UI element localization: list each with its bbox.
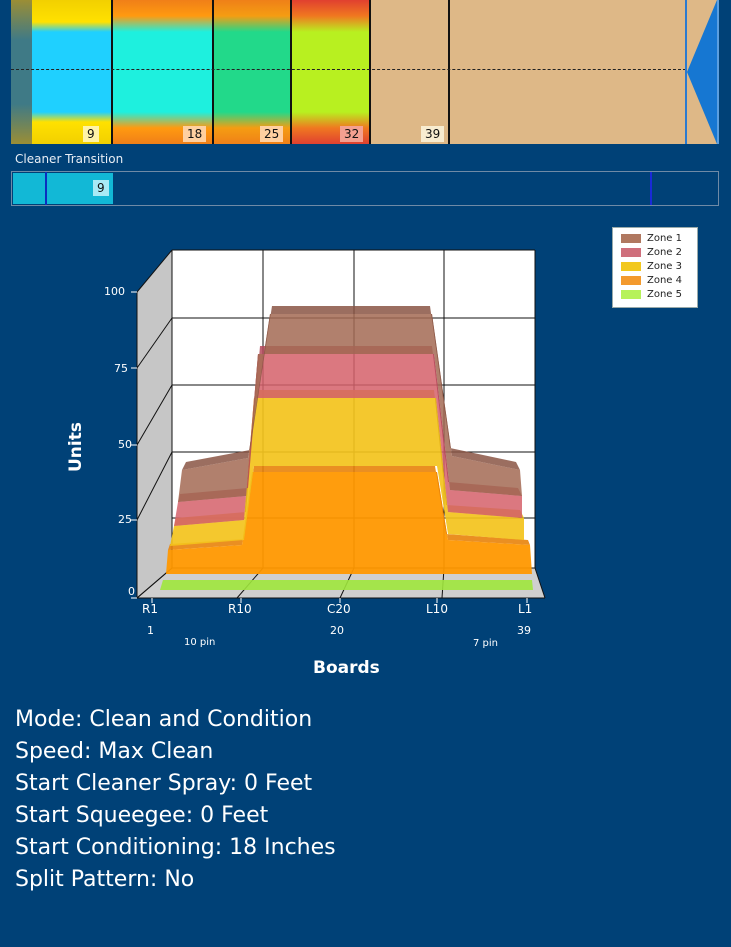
legend-item-zone-2: Zone 2 bbox=[621, 247, 682, 259]
y-tick-50: 50 bbox=[118, 438, 132, 451]
x-tick-r10: R10 bbox=[228, 602, 252, 616]
legend-label-zone-4: Zone 4 bbox=[647, 275, 682, 286]
chart-left-wall bbox=[137, 250, 172, 598]
info-speed: Speed: Max Clean bbox=[15, 739, 214, 764]
pin-label-7: 7 pin bbox=[473, 638, 499, 649]
info-squeegee: Start Squeegee: 0 Feet bbox=[15, 803, 269, 828]
lane-pattern-graphic: 9 18 25 32 39 bbox=[11, 0, 719, 144]
lane-dry-area bbox=[370, 0, 719, 144]
y-tick-25: 25 bbox=[118, 513, 132, 526]
x-axis-label: Boards bbox=[313, 658, 380, 678]
y-tick-0: 0 bbox=[128, 585, 135, 598]
transition-value-label: 9 bbox=[93, 180, 109, 196]
lane-end-arrow-icon bbox=[687, 0, 719, 144]
zone-5-series bbox=[160, 580, 533, 590]
x-tick-l1: L1 bbox=[518, 602, 533, 616]
x-tick2-39: 39 bbox=[517, 624, 531, 637]
legend-swatch-zone-1 bbox=[621, 233, 641, 243]
zone-4-series bbox=[166, 466, 532, 574]
info-split-pattern: Split Pattern: No bbox=[15, 867, 195, 892]
x-tick2-20: 20 bbox=[330, 624, 344, 637]
legend-label-zone-3: Zone 3 bbox=[647, 261, 682, 272]
cleaner-transition-bar[interactable]: 9 bbox=[11, 171, 719, 206]
y-tick-100: 100 bbox=[104, 285, 125, 298]
x-tick-r1: R1 bbox=[142, 602, 158, 616]
zone-label-9: 9 bbox=[83, 126, 99, 142]
lane-zone-3 bbox=[213, 0, 290, 144]
chart-legend: Zone 1 Zone 2 Zone 3 Zone 4 Zone 5 bbox=[612, 227, 698, 308]
legend-swatch-zone-2 bbox=[621, 247, 641, 257]
y-tick-75: 75 bbox=[114, 362, 128, 375]
info-conditioning: Start Conditioning: 18 Inches bbox=[15, 835, 336, 860]
legend-swatch-zone-5 bbox=[621, 289, 641, 299]
zone-1-series bbox=[178, 306, 522, 502]
x-tick2-1: 1 bbox=[147, 624, 154, 637]
y-axis-label: Units bbox=[65, 422, 86, 472]
x-tick-l10: L10 bbox=[426, 602, 448, 616]
legend-swatch-zone-4 bbox=[621, 275, 641, 285]
lane-zone-2 bbox=[112, 0, 212, 144]
legend-item-zone-3: Zone 3 bbox=[621, 261, 682, 273]
info-cleaner-spray: Start Cleaner Spray: 0 Feet bbox=[15, 771, 313, 796]
legend-item-zone-1: Zone 1 bbox=[621, 233, 682, 245]
zone-label-18: 18 bbox=[183, 126, 207, 142]
oil-volume-3d-chart bbox=[131, 249, 546, 603]
cleaner-transition-title: Cleaner Transition bbox=[15, 152, 124, 166]
zone-label-32: 32 bbox=[340, 126, 364, 142]
lane-zone-1 bbox=[11, 0, 111, 144]
zone-label-25: 25 bbox=[260, 126, 284, 142]
legend-item-zone-5: Zone 5 bbox=[621, 289, 682, 301]
legend-label-zone-5: Zone 5 bbox=[647, 289, 682, 300]
lane-zone-4 bbox=[291, 0, 369, 144]
x-tick-c20: C20 bbox=[327, 602, 351, 616]
zone-label-39: 39 bbox=[421, 126, 445, 142]
legend-label-zone-1: Zone 1 bbox=[647, 233, 682, 244]
legend-label-zone-2: Zone 2 bbox=[647, 247, 682, 258]
legend-swatch-zone-3 bbox=[621, 261, 641, 271]
pattern-info: Mode: Clean and Condition Speed: Max Cle… bbox=[15, 704, 336, 896]
legend-item-zone-4: Zone 4 bbox=[621, 275, 682, 287]
info-mode: Mode: Clean and Condition bbox=[15, 707, 313, 732]
pin-label-10: 10 pin bbox=[184, 637, 216, 648]
